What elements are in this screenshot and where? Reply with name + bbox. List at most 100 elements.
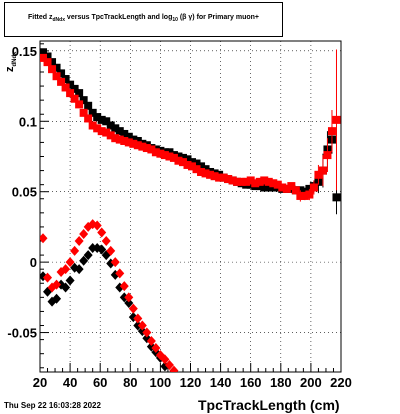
data-point-square <box>309 183 318 192</box>
data-point-square <box>174 156 183 165</box>
data-point-square <box>183 155 192 164</box>
data-point-square <box>296 191 305 200</box>
title-suffix: (β γ) for Primary muon+ <box>177 14 260 21</box>
data-point-square <box>84 114 93 123</box>
data-point-square <box>133 141 142 150</box>
data-point-square <box>206 170 215 179</box>
x-tick-label: 160 <box>240 375 262 390</box>
data-point-square <box>124 138 133 147</box>
data-point-square <box>48 58 57 67</box>
data-point-diamond <box>61 264 71 275</box>
x-axis-title: TpcTrackLength (cm) <box>198 397 340 413</box>
x-tick-label: 60 <box>93 375 107 390</box>
x-tick-label: 120 <box>180 375 202 390</box>
x-tick-label: 100 <box>150 375 172 390</box>
data-point-square <box>188 162 197 171</box>
data-point-diamond <box>83 250 93 261</box>
title-subscript-dndx: dNdx <box>52 17 65 23</box>
data-point-square <box>43 52 52 61</box>
data-point-square <box>278 183 287 192</box>
data-point-diamond <box>137 320 147 331</box>
x-tick-label: 40 <box>63 375 77 390</box>
data-point-diamond <box>97 244 107 255</box>
data-point-square <box>156 149 165 158</box>
x-tick-label: 220 <box>330 375 352 390</box>
data-point-square <box>93 113 102 122</box>
data-point-square <box>70 84 79 93</box>
data-point-square <box>269 179 278 188</box>
data-point-square <box>48 65 57 74</box>
data-point-square <box>201 165 210 174</box>
data-point-square <box>111 124 120 133</box>
data-point-diamond <box>52 279 62 290</box>
data-point-square <box>111 134 120 143</box>
data-point-square <box>97 115 106 124</box>
data-point-square <box>318 166 327 175</box>
data-point-square <box>66 89 75 98</box>
data-point-square <box>332 193 341 202</box>
data-point-square <box>246 176 255 185</box>
data-point-diamond <box>79 228 89 239</box>
data-point-square <box>246 180 255 189</box>
data-point-square <box>88 108 97 117</box>
data-point-square <box>115 127 124 136</box>
data-point-diamond <box>119 292 129 303</box>
data-point-square <box>183 160 192 169</box>
data-point-diamond <box>106 245 116 256</box>
data-point-square <box>215 173 224 182</box>
data-point-square <box>57 77 66 86</box>
chart-title: Fitted zdNdx versus TpcTrackLength and l… <box>5 14 282 23</box>
y-tick-label: -0.05 <box>7 326 37 341</box>
data-point-square <box>169 153 178 162</box>
x-tick-label: 200 <box>300 375 322 390</box>
data-point-square <box>97 127 106 136</box>
x-tick-label: 180 <box>270 375 292 390</box>
data-point-square <box>197 162 206 171</box>
data-point-square <box>57 69 66 78</box>
data-point-diamond <box>151 343 161 354</box>
data-point-diamond <box>43 272 53 283</box>
data-point-diamond <box>92 220 102 231</box>
data-point-square <box>120 129 129 138</box>
data-point-square <box>228 176 237 185</box>
data-point-square <box>300 191 309 200</box>
data-point-square <box>260 176 269 185</box>
date-stamp: Thu Sep 22 16:03:28 2022 <box>4 401 101 410</box>
y-tick-label: 0.15 <box>12 44 37 59</box>
data-point-diamond <box>40 233 48 244</box>
data-point-diamond <box>128 303 138 314</box>
data-point-diamond <box>74 236 84 247</box>
data-point-square <box>138 142 147 151</box>
title-box: Fitted zdNdx versus TpcTrackLength and l… <box>4 2 283 37</box>
data-point-diamond <box>79 255 89 266</box>
data-point-diamond <box>97 227 107 238</box>
data-point-diamond <box>133 313 143 324</box>
data-point-square <box>314 170 323 179</box>
data-point-square <box>188 158 197 167</box>
data-point-diamond <box>61 282 71 293</box>
y-tick-label: 0.1 <box>19 114 37 129</box>
data-point-square <box>237 177 246 186</box>
data-point-square <box>93 124 102 133</box>
data-point-diamond <box>160 354 170 365</box>
title-subscript-10: 10 <box>172 17 178 23</box>
data-point-square <box>120 137 129 146</box>
data-point-square <box>133 137 142 146</box>
data-point-square <box>165 152 174 161</box>
data-point-square <box>178 158 187 167</box>
data-point-square <box>192 165 201 174</box>
data-point-square <box>61 75 70 84</box>
data-point-square <box>160 151 169 160</box>
data-point-square <box>106 131 115 140</box>
data-point-square <box>165 148 174 157</box>
data-point-diamond <box>52 293 62 304</box>
data-point-diamond <box>169 365 179 372</box>
data-point-diamond <box>115 268 125 279</box>
data-point-square <box>287 182 296 191</box>
data-point-square <box>43 58 52 67</box>
data-point-square <box>75 100 84 109</box>
data-point-square <box>197 167 206 176</box>
data-point-square <box>174 152 183 161</box>
data-point-square <box>52 63 61 72</box>
title-middle: versus TpcTrackLength and log <box>64 14 173 21</box>
